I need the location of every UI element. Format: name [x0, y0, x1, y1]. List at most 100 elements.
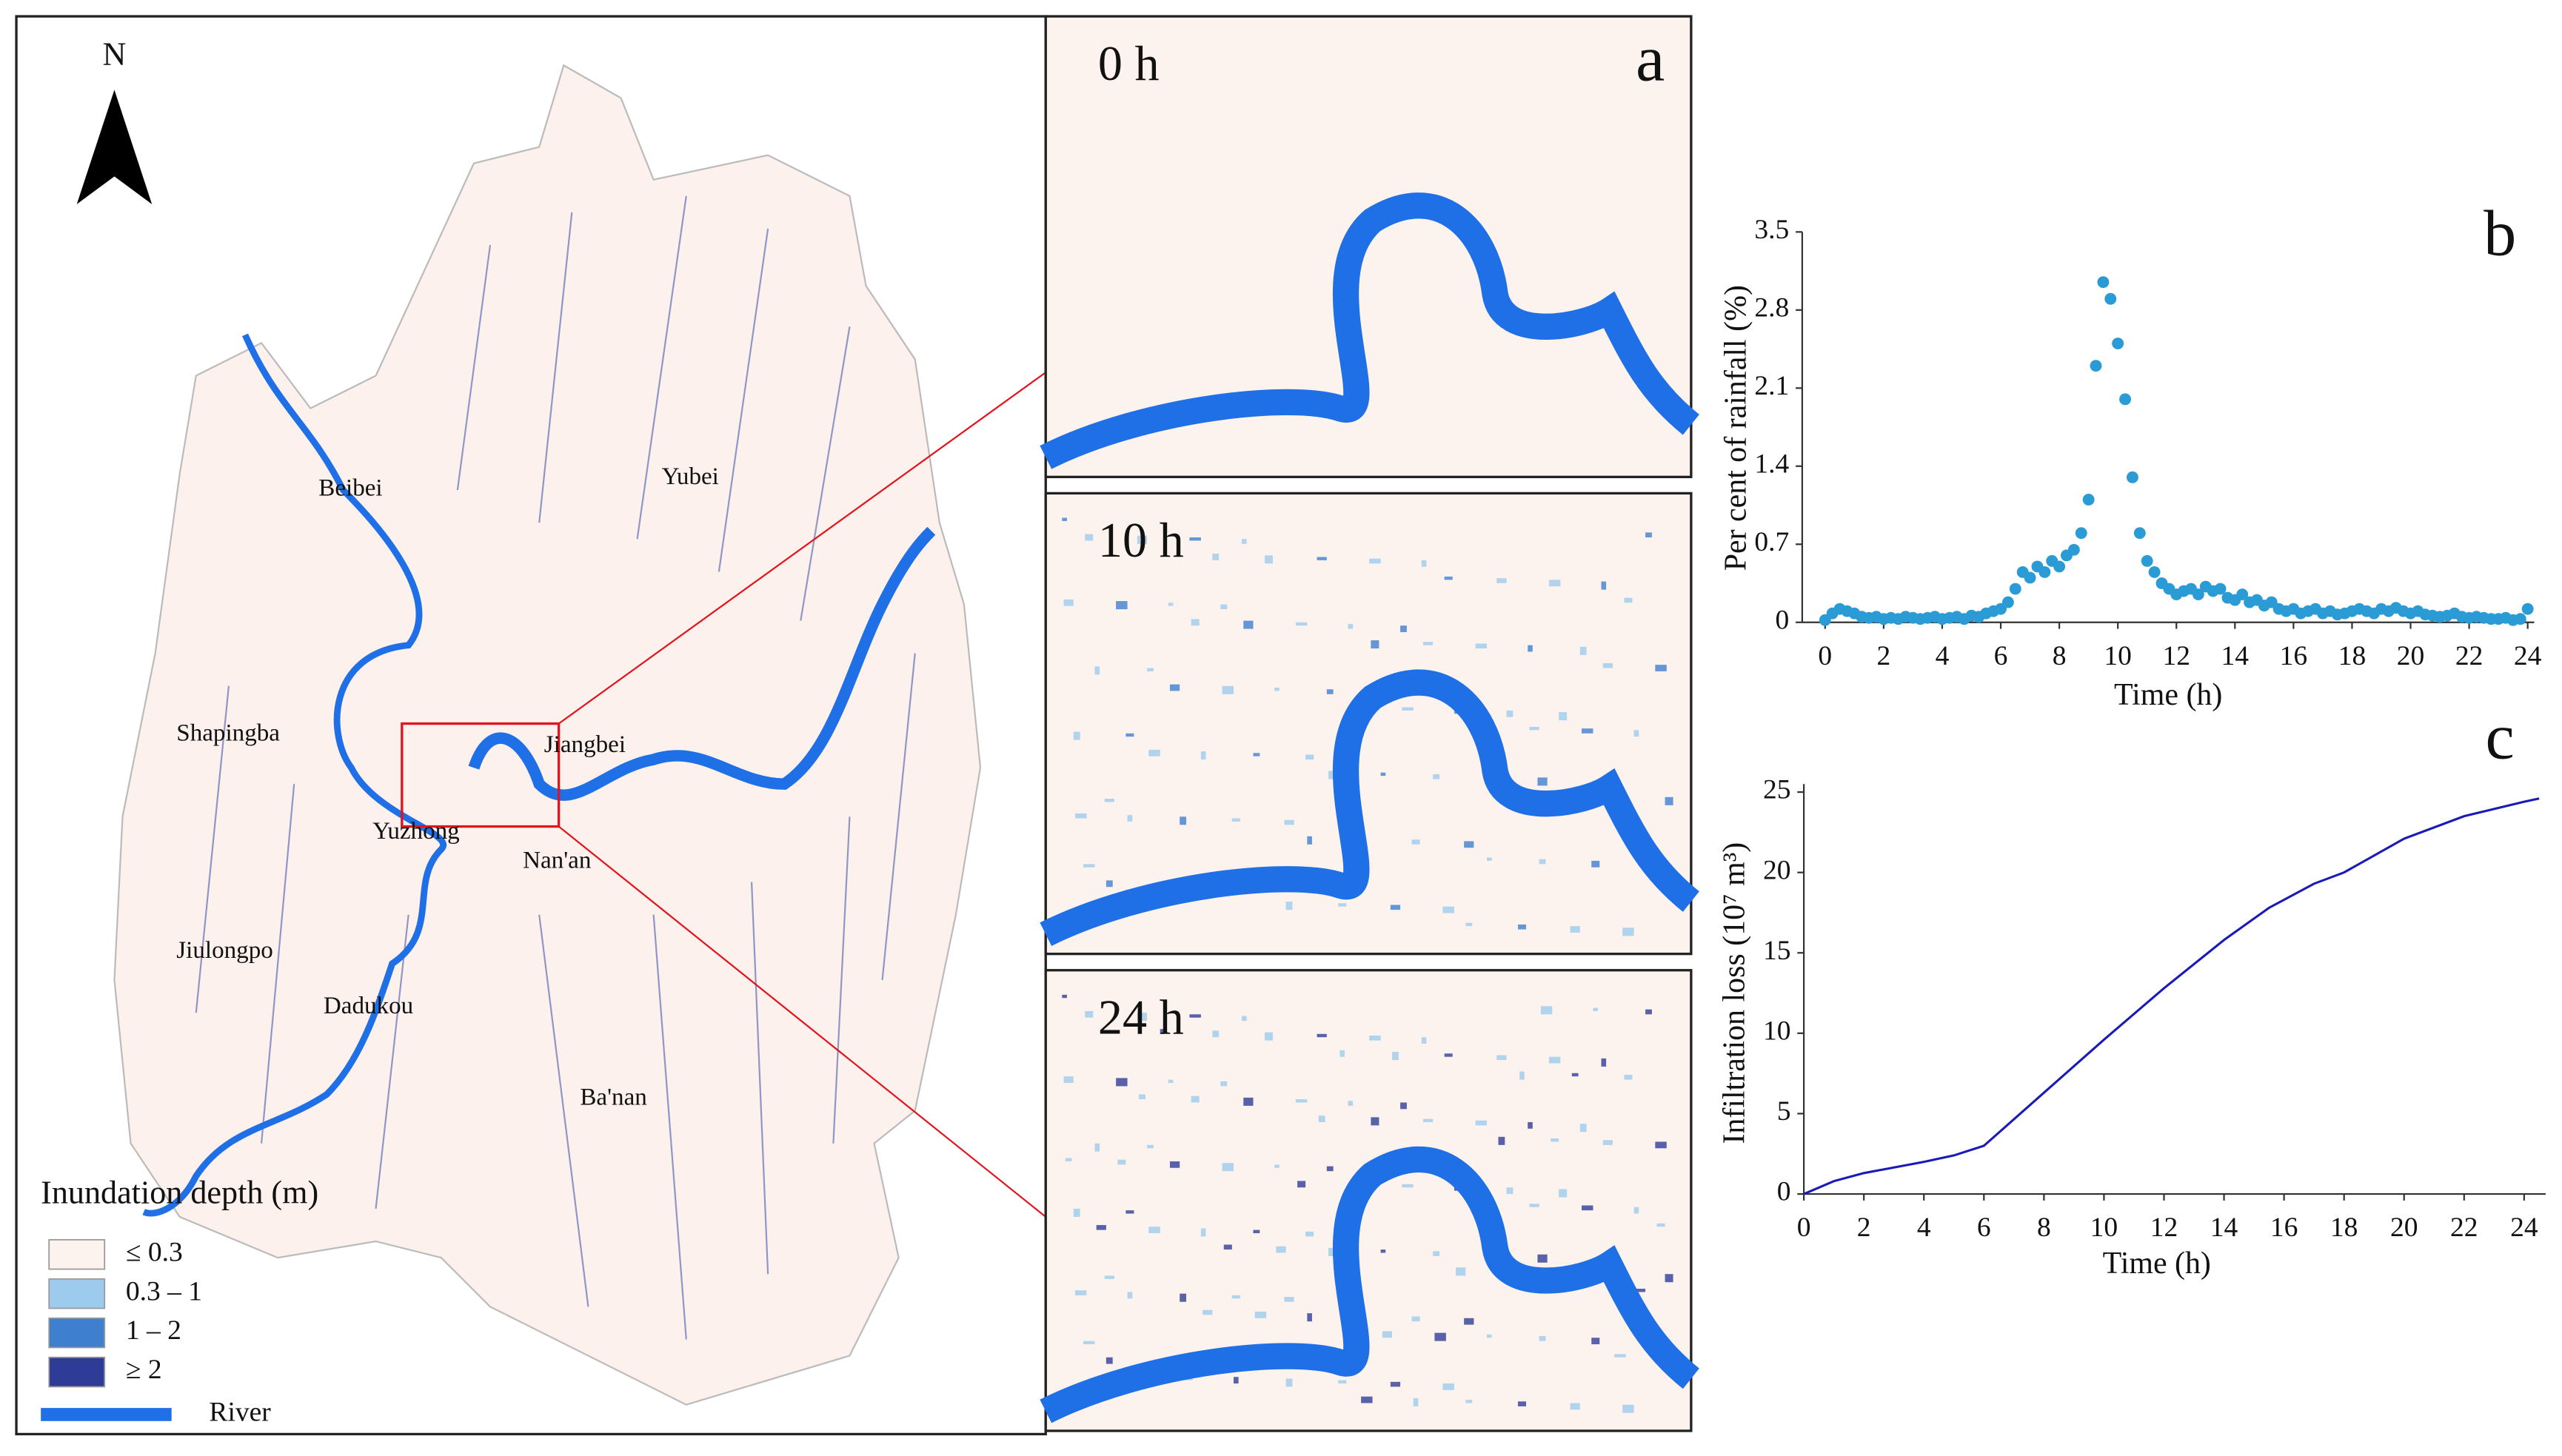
patch	[1464, 1318, 1474, 1325]
patch	[1083, 1341, 1095, 1345]
patch	[1601, 581, 1607, 590]
patch	[1106, 880, 1113, 888]
patch	[1191, 619, 1200, 626]
data-point	[2214, 583, 2227, 595]
data-point	[2133, 527, 2146, 540]
data-point	[2024, 571, 2036, 584]
legend-swatch	[41, 1408, 172, 1421]
patch	[1602, 1140, 1613, 1145]
north-label: N	[103, 36, 127, 72]
charts: 0 2 4 6 8 10 12 14 16 18 20 22 2400.71.42.12.83.5Tim…	[1717, 215, 2546, 1281]
legend-title: Inundation depth (m)	[41, 1174, 318, 1210]
zoom-line	[558, 372, 1046, 725]
patch	[1116, 601, 1128, 610]
patch	[1253, 1229, 1260, 1234]
x-tick-label: 24	[2510, 1212, 2538, 1243]
patch	[1307, 1313, 1312, 1322]
patch	[1498, 1136, 1505, 1145]
patch	[1137, 535, 1148, 544]
patch	[1529, 1204, 1539, 1207]
patch	[1242, 1016, 1247, 1021]
x-tick-label: 14	[2221, 641, 2250, 671]
panel-letter: c	[2486, 700, 2515, 773]
x-tick-label: 4	[1917, 1212, 1931, 1243]
place-name: Yuzhong	[372, 818, 460, 845]
patch	[1147, 668, 1154, 671]
patch	[1200, 1228, 1206, 1237]
patch	[1382, 1331, 1393, 1338]
y-tick-label: 10	[1763, 1016, 1791, 1046]
patch	[1116, 1078, 1128, 1087]
patch	[1411, 839, 1420, 845]
data-point	[2053, 560, 2066, 573]
patch	[1074, 813, 1087, 819]
legend-swatch	[48, 1356, 106, 1388]
x-tick-label: 22	[2450, 1212, 2478, 1243]
x-tick-label: 14	[2210, 1212, 2238, 1243]
patch	[1433, 1251, 1440, 1256]
x-tick-label: 18	[2338, 641, 2366, 671]
place-name: Jiangbei	[544, 731, 626, 758]
data-point	[2104, 292, 2117, 305]
patch	[1602, 662, 1613, 668]
patch	[1160, 1029, 1165, 1034]
patch	[1222, 1163, 1234, 1172]
patch	[1063, 1076, 1074, 1084]
patch	[1444, 576, 1453, 580]
patch	[1094, 666, 1100, 675]
x-tick-label: 0	[1818, 641, 1832, 671]
x-tick-label: 6	[1994, 641, 2008, 671]
data-point	[2082, 494, 2095, 506]
patch	[1126, 1210, 1134, 1214]
data-point	[2192, 588, 2204, 601]
patch	[1465, 922, 1473, 927]
patch	[1570, 926, 1580, 933]
patch	[1369, 558, 1381, 564]
x-tick-label: 16	[2270, 1212, 2298, 1243]
patch	[1635, 1289, 1646, 1292]
patch	[1475, 643, 1488, 649]
patch	[1380, 1249, 1386, 1253]
patch	[1551, 1138, 1559, 1142]
legend-label: 0.3 – 1	[126, 1276, 202, 1306]
patch	[1593, 1007, 1599, 1011]
patch	[1434, 1332, 1446, 1341]
patch	[1422, 1118, 1434, 1122]
patch	[1139, 1094, 1145, 1100]
patch	[1582, 1205, 1593, 1211]
x-tick-label: 0	[1797, 1212, 1811, 1243]
data-point	[2001, 596, 2014, 608]
patch	[1539, 1336, 1546, 1341]
patch	[1622, 1404, 1634, 1413]
panel-river	[1040, 1146, 1700, 1423]
y-tick-label: 15	[1763, 936, 1791, 966]
panel-letter: b	[2484, 198, 2516, 270]
patch	[1148, 749, 1160, 756]
legend-label: 1 – 2	[126, 1315, 181, 1346]
patch	[1413, 1398, 1419, 1406]
patch	[1284, 819, 1294, 825]
patch	[1528, 645, 1533, 652]
patch	[1529, 726, 1539, 731]
patch	[1073, 1208, 1080, 1217]
panel-label: 24 h	[1098, 991, 1184, 1045]
patch	[1633, 1207, 1639, 1214]
patch	[1559, 1189, 1568, 1198]
patch	[1231, 818, 1240, 822]
district-map	[113, 64, 982, 1406]
place-name: Nan'an	[523, 848, 592, 874]
x-tick-label: 10	[2090, 1212, 2118, 1243]
x-tick-label: 22	[2455, 641, 2484, 671]
place-name: Dadukou	[324, 993, 413, 1019]
patch	[1655, 1141, 1667, 1149]
patch	[1085, 534, 1094, 541]
patch	[1559, 712, 1568, 721]
x-tick-label: 4	[1936, 641, 1950, 671]
patch	[1137, 1013, 1148, 1021]
patch	[1180, 1293, 1187, 1302]
patch	[1633, 730, 1639, 737]
patch	[1539, 859, 1546, 865]
patch	[1094, 1143, 1100, 1152]
patch	[1655, 665, 1667, 671]
patch	[1422, 642, 1434, 645]
